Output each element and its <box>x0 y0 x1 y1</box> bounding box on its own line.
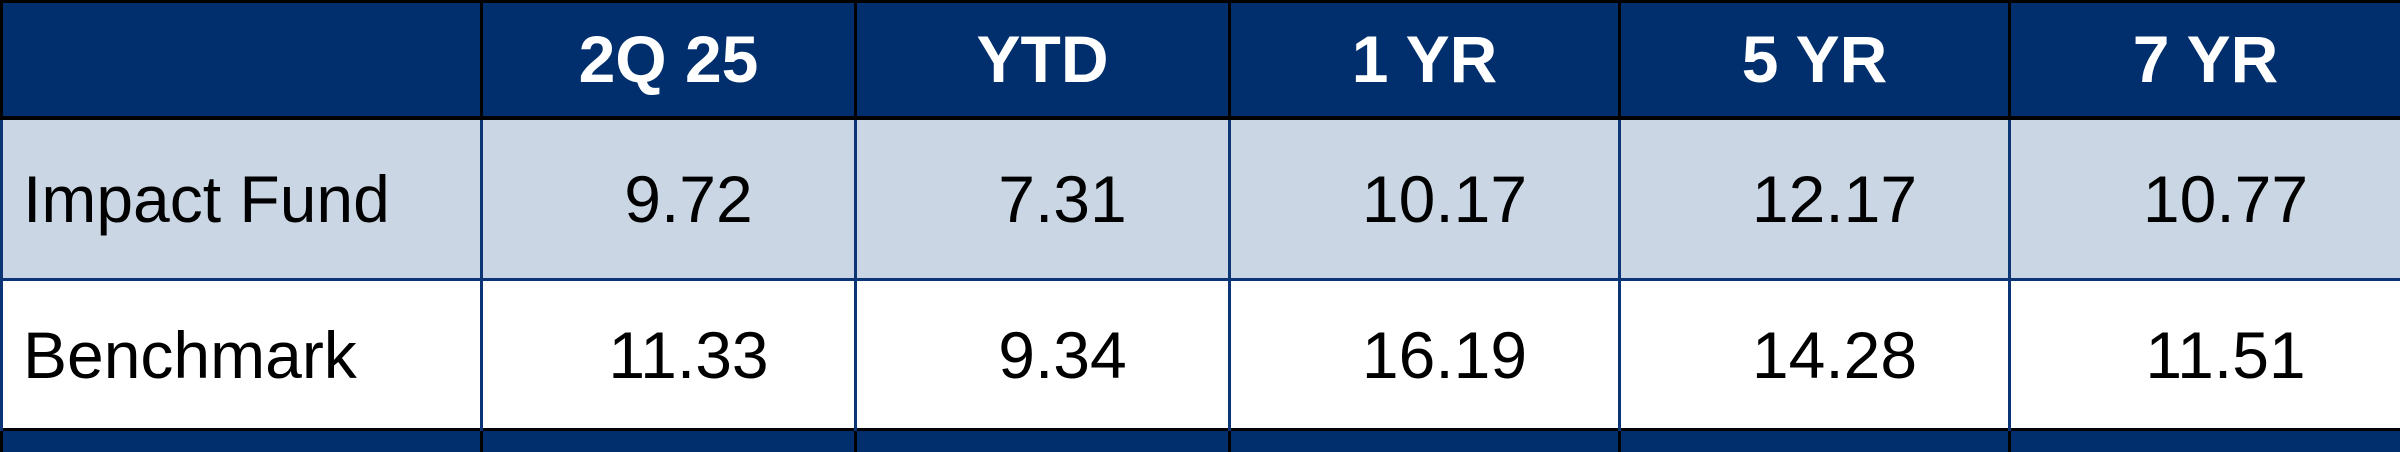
footer-cell <box>2010 430 2400 452</box>
footer-cell <box>856 430 1230 452</box>
footer-cell <box>482 430 856 452</box>
header-corner-cell <box>2 2 482 118</box>
cell-benchmark-1yr: 16.19 <box>1230 280 1620 430</box>
cell-impact-fund-5yr: 12.17 <box>1620 118 2010 280</box>
cell-benchmark-7yr: 11.51 <box>2010 280 2400 430</box>
footer-cell <box>1620 430 2010 452</box>
cell-impact-fund-ytd: 7.31 <box>856 118 1230 280</box>
column-header-1yr: 1 YR <box>1230 2 1620 118</box>
table-row-benchmark: Benchmark 11.33 9.34 16.19 14.28 11.51 <box>2 280 2400 430</box>
column-header-7yr: 7 YR <box>2010 2 2400 118</box>
footer-cell <box>1230 430 1620 452</box>
cell-impact-fund-2q25: 9.72 <box>482 118 856 280</box>
row-label-impact-fund: Impact Fund <box>2 118 482 280</box>
table-row-impact-fund: Impact Fund 9.72 7.31 10.17 12.17 10.77 <box>2 118 2400 280</box>
row-label-benchmark: Benchmark <box>2 280 482 430</box>
cell-impact-fund-1yr: 10.17 <box>1230 118 1620 280</box>
cell-benchmark-5yr: 14.28 <box>1620 280 2010 430</box>
table-footer-bar <box>2 430 2400 452</box>
header-row: 2Q 25 YTD 1 YR 5 YR 7 YR <box>2 2 2400 118</box>
cell-impact-fund-7yr: 10.77 <box>2010 118 2400 280</box>
column-header-2q25: 2Q 25 <box>482 2 856 118</box>
footer-cell <box>2 430 482 452</box>
cell-benchmark-ytd: 9.34 <box>856 280 1230 430</box>
column-header-5yr: 5 YR <box>1620 2 2010 118</box>
column-header-ytd: YTD <box>856 2 1230 118</box>
cell-benchmark-2q25: 11.33 <box>482 280 856 430</box>
